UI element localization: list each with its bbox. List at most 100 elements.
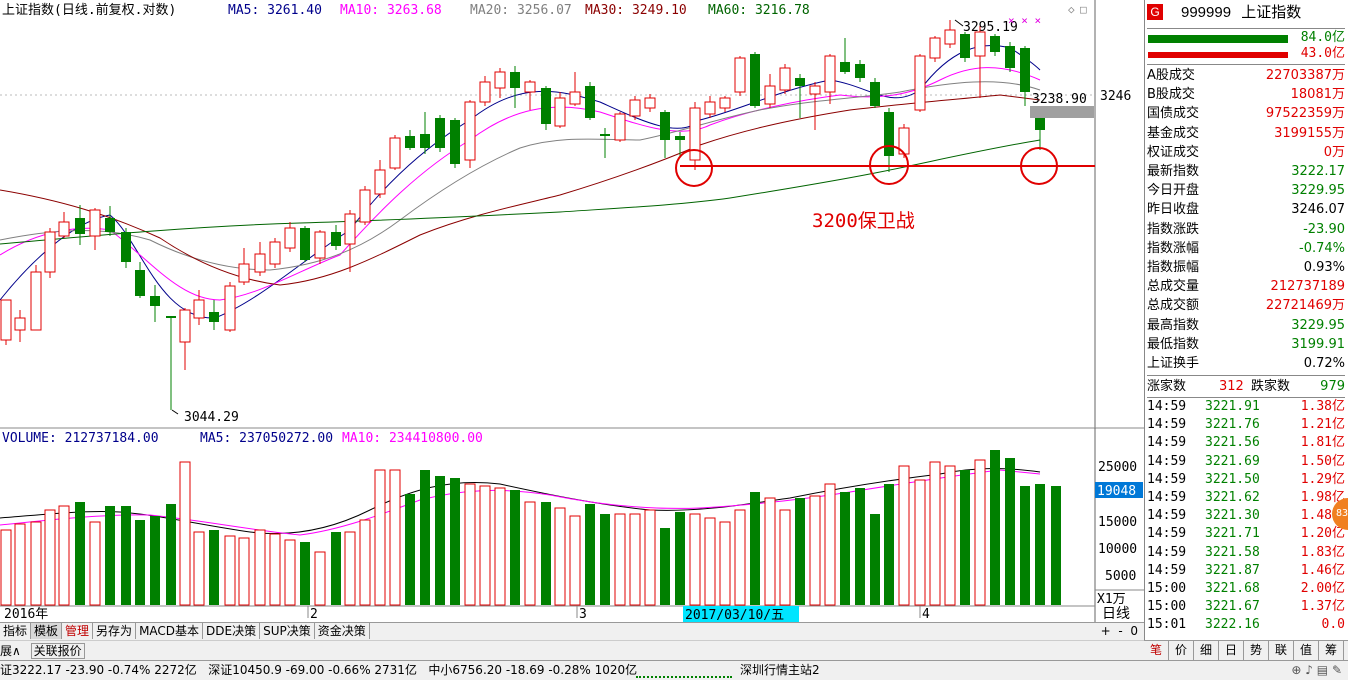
tick-price: 3221.58 bbox=[1205, 544, 1260, 560]
volume-bar bbox=[420, 470, 430, 605]
candle bbox=[300, 228, 310, 260]
volume-bar bbox=[300, 542, 310, 605]
diamond-icon[interactable]: ◇ bbox=[1068, 3, 1075, 16]
volume-bar bbox=[331, 532, 341, 605]
candle bbox=[224, 285, 236, 331]
globe-icon[interactable]: ⊕ bbox=[1291, 663, 1302, 677]
candle bbox=[884, 112, 894, 156]
stat-value: 22703387万 bbox=[1265, 68, 1345, 83]
tick-price: 3221.68 bbox=[1205, 581, 1260, 596]
tab-trend[interactable]: 势 bbox=[1244, 641, 1269, 660]
low-label: 3044.29 bbox=[184, 410, 239, 425]
volume-bar bbox=[840, 492, 850, 605]
stat-row: 总成交额 22721469万 bbox=[1147, 296, 1345, 315]
candle bbox=[238, 263, 250, 283]
volume-bar bbox=[30, 521, 42, 606]
stat-row: 指数振幅 0.93% bbox=[1147, 258, 1345, 277]
tick-row: 14:59 3221.56 1.81亿 bbox=[1147, 434, 1345, 452]
period-label[interactable]: 日线 bbox=[1102, 606, 1130, 622]
last-close-label: 3238.90 bbox=[1032, 92, 1087, 107]
tick-chg: 1.21亿 bbox=[1300, 417, 1345, 433]
stock-name: 上证指数 bbox=[1241, 4, 1302, 21]
chart-canvas[interactable]: 上证指数(日线.前复权.对数) MA5: 3261.40 MA10: 3263.… bbox=[0, 0, 1144, 623]
tab-indicator[interactable]: 指标 bbox=[0, 623, 32, 639]
volume-bar bbox=[359, 519, 371, 606]
sh-index-status[interactable]: 证3222.17 -23.90 -0.74% 2272亿 bbox=[0, 663, 197, 677]
volume-bar bbox=[898, 465, 910, 606]
tab-price[interactable]: 价 bbox=[1169, 641, 1194, 660]
tab-template[interactable]: 模板 bbox=[31, 623, 63, 639]
ma20-line bbox=[0, 81, 1041, 271]
tab-sup[interactable]: SUP决策 bbox=[260, 623, 315, 639]
candle bbox=[193, 299, 205, 319]
stat-label: 总成交量 bbox=[1147, 279, 1200, 295]
candle bbox=[479, 81, 491, 103]
volume-bar bbox=[166, 504, 176, 605]
tab-daily[interactable]: 日 bbox=[1219, 641, 1244, 660]
expand-button[interactable]: 展∧ bbox=[0, 644, 21, 658]
stat-row: 权证成交 0万 bbox=[1147, 143, 1345, 162]
tab-chips[interactable]: 筹 bbox=[1319, 641, 1344, 660]
sound-icon[interactable]: ♪ bbox=[1305, 663, 1313, 677]
stat-row: 昨日收盘 3246.07 bbox=[1147, 200, 1345, 219]
stat-value: 3222.17 bbox=[1291, 164, 1345, 179]
candle bbox=[855, 64, 865, 78]
kline-chart[interactable]: 上证指数(日线.前复权.对数) MA5: 3261.40 MA10: 3263.… bbox=[0, 0, 1144, 640]
zoom-minus-button[interactable]: - bbox=[1118, 624, 1123, 638]
candle bbox=[614, 113, 626, 141]
candle bbox=[644, 97, 656, 109]
volume-bar bbox=[510, 490, 520, 605]
tray-icons: ⊕ ♪ ▤ ✎ bbox=[1291, 661, 1342, 680]
tick-time: 14:59 bbox=[1147, 471, 1187, 487]
candle bbox=[359, 189, 371, 223]
tab-dde[interactable]: DDE决策 bbox=[203, 623, 261, 639]
candle bbox=[30, 271, 42, 331]
last-price-box bbox=[1030, 106, 1094, 118]
stat-label: 权证成交 bbox=[1147, 144, 1200, 160]
tab-detail[interactable]: 细 bbox=[1194, 641, 1219, 660]
tick-row: 14:59 3221.69 1.50亿 bbox=[1147, 453, 1345, 471]
stat-row: 最高指数 3229.95 bbox=[1147, 316, 1345, 335]
volume-bar bbox=[179, 461, 191, 606]
up-count-label: 涨家数 bbox=[1147, 379, 1187, 394]
quote-panel: G 999999 上证指数 84.0亿 43.0亿 A股成交 22703387万 B… bbox=[1144, 0, 1348, 660]
candle bbox=[600, 134, 610, 136]
volume-bar bbox=[135, 520, 145, 605]
notepad-icon[interactable]: ▤ bbox=[1316, 663, 1329, 677]
volume-bar bbox=[1005, 458, 1015, 605]
tab-value[interactable]: 值 bbox=[1294, 641, 1319, 660]
candle bbox=[704, 101, 716, 115]
pin-icon[interactable]: ✎ bbox=[1331, 663, 1342, 677]
stat-label: 基金成交 bbox=[1147, 125, 1200, 141]
tab-macd[interactable]: MACD基本 bbox=[136, 623, 204, 639]
volume-bar bbox=[914, 479, 926, 606]
candle bbox=[960, 34, 970, 58]
tick-price: 3221.69 bbox=[1205, 453, 1260, 469]
floating-badge[interactable]: 83 bbox=[1332, 498, 1348, 530]
candle bbox=[1035, 118, 1045, 130]
square-icon[interactable]: □ bbox=[1080, 3, 1087, 16]
volume-bar bbox=[1020, 486, 1030, 605]
tab-manage[interactable]: 管理 bbox=[62, 623, 94, 639]
sz-index-status[interactable]: 深证10450.9 -69.00 -0.66% 2731亿 bbox=[208, 663, 417, 677]
volume-bar bbox=[193, 531, 205, 606]
related-quote-button[interactable]: 关联报价 bbox=[30, 643, 85, 659]
tab-fund[interactable]: 资金决策 bbox=[315, 623, 370, 639]
candle bbox=[209, 312, 219, 322]
tab-linked[interactable]: 联 bbox=[1269, 641, 1294, 660]
tick-price: 3221.67 bbox=[1205, 599, 1260, 615]
candle bbox=[344, 213, 356, 245]
tick-row: 15:00 3221.68 2.00亿 bbox=[1147, 580, 1345, 598]
volume-bar bbox=[614, 513, 626, 606]
tab-trades[interactable]: 笔 bbox=[1144, 641, 1169, 660]
volume-bar bbox=[809, 495, 821, 606]
tab-save-as[interactable]: 另存为 bbox=[93, 623, 137, 639]
vol-tick-5000: 5000 bbox=[1105, 569, 1136, 584]
tick-price: 3221.56 bbox=[1205, 435, 1260, 451]
candle bbox=[166, 316, 176, 318]
volume-bar bbox=[344, 531, 356, 606]
zx-index-status[interactable]: 中小6756.20 -18.69 -0.28% 1020亿 bbox=[428, 663, 638, 677]
zoom-plus-button[interactable]: + bbox=[1100, 624, 1111, 638]
sell-volume-bar bbox=[1148, 52, 1288, 58]
tick-row: 15:01 3222.16 0.0 bbox=[1147, 616, 1345, 634]
